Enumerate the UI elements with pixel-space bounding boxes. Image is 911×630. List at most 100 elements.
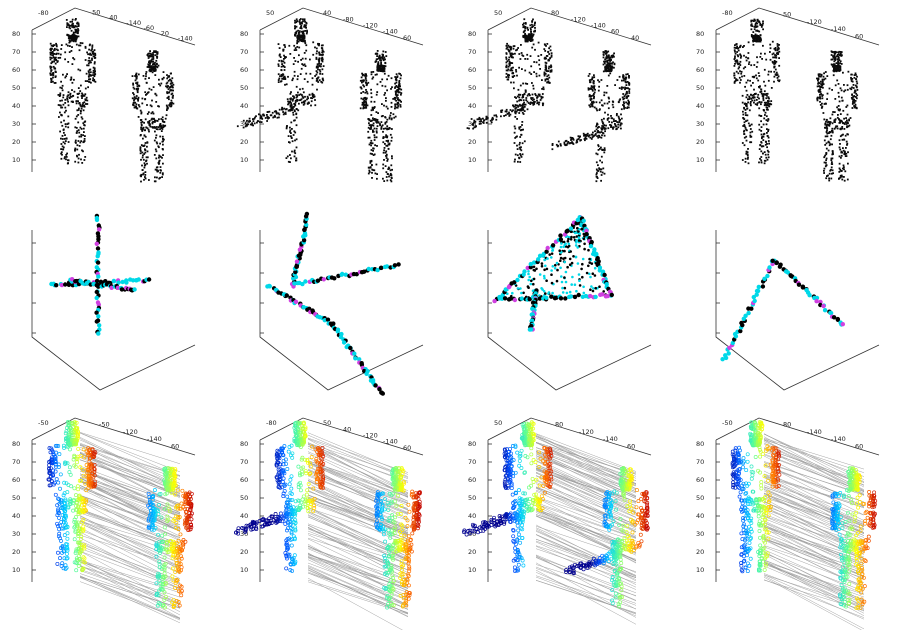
point-marker — [742, 125, 745, 127]
point-marker — [543, 57, 546, 60]
point-marker — [383, 149, 385, 152]
point-marker — [847, 125, 850, 128]
point-marker — [509, 69, 512, 72]
z-tick-label: 80 — [12, 440, 20, 448]
point-marker — [61, 106, 64, 109]
point-marker — [586, 134, 589, 137]
point-marker — [527, 35, 530, 37]
point-marker — [844, 150, 846, 153]
point-marker — [744, 109, 747, 111]
point-marker — [154, 69, 157, 72]
point-marker — [51, 61, 54, 64]
point-marker — [468, 127, 470, 130]
point-marker — [152, 52, 154, 54]
point-marker — [599, 131, 601, 134]
point-marker — [472, 124, 474, 126]
point-marker — [513, 105, 515, 108]
point-marker — [831, 122, 834, 125]
point-marker — [72, 57, 74, 59]
point-marker — [820, 107, 823, 109]
point-marker — [168, 104, 171, 106]
point-marker — [600, 179, 602, 182]
point-marker — [394, 93, 397, 96]
point-marker — [839, 176, 842, 179]
point-marker — [616, 121, 619, 123]
graph-node — [96, 237, 101, 242]
point-marker — [827, 149, 830, 152]
graph-node — [582, 237, 586, 241]
graph-node — [532, 282, 535, 286]
point-marker — [55, 48, 58, 51]
point-marker — [380, 61, 382, 64]
graph-node — [588, 272, 591, 276]
point-marker — [543, 48, 546, 50]
point-marker — [297, 60, 299, 63]
point-marker — [244, 122, 247, 125]
point-marker — [538, 94, 541, 97]
point-marker — [172, 102, 175, 105]
point-marker — [364, 100, 366, 103]
point-marker — [152, 120, 154, 123]
point-marker — [524, 40, 527, 42]
point-marker — [89, 78, 92, 81]
point-marker — [68, 36, 71, 39]
point-marker — [773, 80, 775, 83]
graph-node — [563, 243, 567, 247]
point-marker — [376, 119, 379, 121]
correspondence-line — [79, 545, 181, 589]
point-marker — [64, 140, 67, 142]
point-marker — [737, 49, 740, 52]
point-marker — [544, 73, 547, 75]
point-marker — [559, 143, 562, 145]
point-marker — [148, 66, 151, 69]
point-marker — [521, 121, 524, 123]
point-marker — [614, 84, 616, 86]
point-marker — [607, 66, 610, 69]
point-marker — [316, 71, 319, 74]
point-marker — [760, 52, 762, 55]
point-marker — [598, 101, 601, 104]
point-marker — [834, 98, 837, 100]
point-marker — [319, 70, 322, 73]
point-marker — [162, 148, 164, 151]
graph-node — [529, 282, 533, 286]
graph-node — [807, 293, 812, 298]
point-marker — [531, 36, 533, 39]
point-marker — [299, 18, 302, 20]
point-marker — [844, 134, 847, 137]
point-marker — [162, 143, 164, 146]
point-marker — [284, 56, 286, 58]
point-marker — [386, 179, 389, 182]
point-marker — [369, 166, 372, 169]
point-marker — [380, 121, 383, 123]
point-marker — [67, 61, 70, 63]
point-marker — [743, 54, 745, 57]
point-marker — [821, 105, 824, 108]
point-marker — [624, 76, 627, 79]
point-marker — [826, 127, 829, 130]
point-marker — [132, 83, 135, 86]
point-marker — [829, 121, 832, 123]
point-marker — [820, 73, 823, 76]
point-marker — [856, 89, 859, 91]
point-marker — [169, 105, 172, 108]
point-marker — [314, 99, 316, 101]
point-marker — [382, 151, 385, 154]
point-marker — [385, 134, 387, 137]
point-marker — [764, 84, 767, 87]
point-marker — [816, 98, 819, 101]
point-marker — [159, 123, 162, 125]
point-marker — [59, 53, 62, 56]
point-marker — [294, 139, 296, 142]
point-marker — [150, 112, 153, 115]
z-tick-label: 60 — [468, 66, 476, 74]
point-marker — [83, 105, 86, 108]
point-marker — [378, 54, 381, 57]
point-marker — [550, 54, 553, 57]
point-marker — [526, 100, 529, 103]
point-marker — [837, 105, 840, 107]
point-marker — [524, 91, 527, 93]
point-marker — [546, 81, 548, 84]
point-marker — [820, 83, 823, 86]
point-marker — [302, 64, 305, 67]
